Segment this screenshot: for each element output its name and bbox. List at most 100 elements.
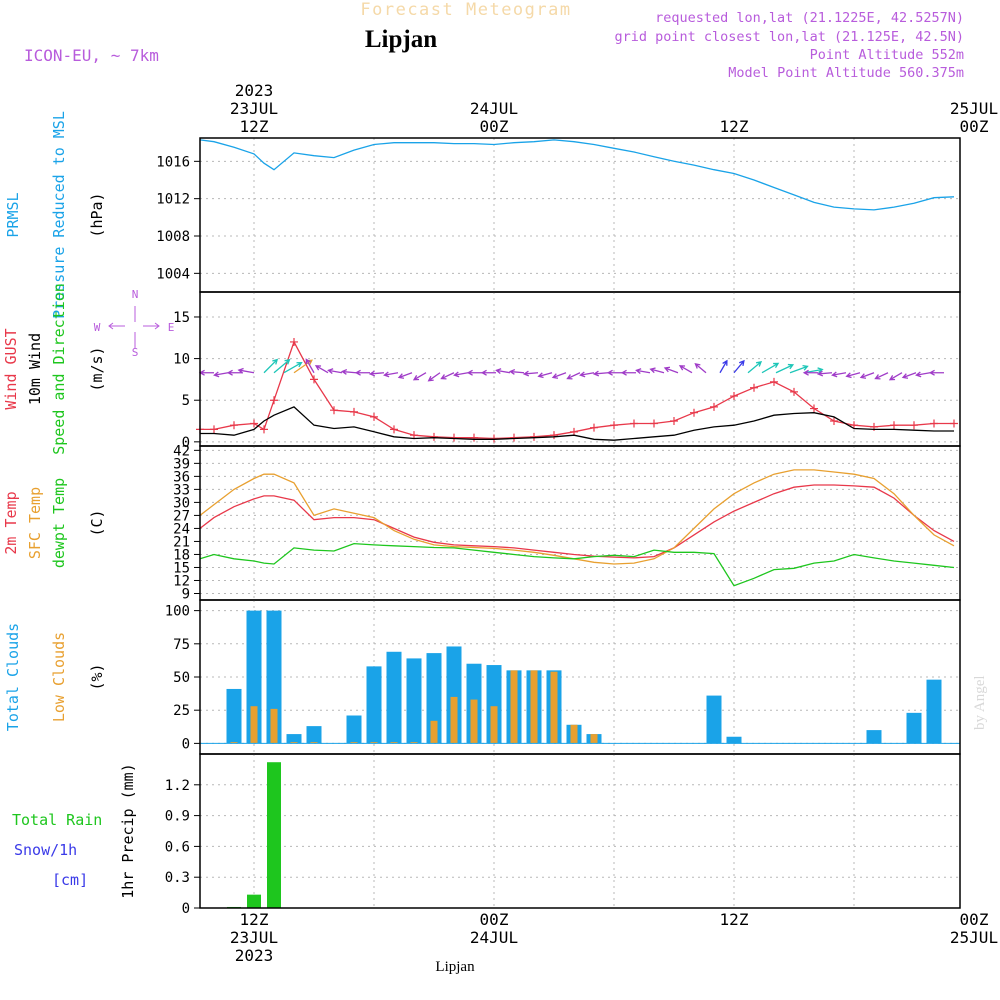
time-label-bottom: 2023: [235, 946, 274, 965]
time-label-bottom: 00Z: [960, 910, 989, 929]
axis-label: 10m Wind: [26, 333, 44, 405]
bar-clouds: [906, 712, 922, 744]
gust-point: [890, 421, 898, 430]
wind-arrow: [694, 363, 707, 374]
y-tick-label: 24: [173, 521, 190, 537]
bar-clouds: [266, 610, 282, 744]
gust-point: [470, 433, 478, 442]
gust-point: [590, 423, 598, 432]
y-tick-label: 0.9: [165, 809, 190, 825]
panel-pressure: 1004 1008 1012 1016 PRMSL Pressure Reduced to…: [4, 111, 961, 319]
y-tick-label: 15: [173, 310, 190, 326]
gust-point: [650, 419, 658, 428]
series-line-2m-temp: [199, 484, 955, 559]
time-label-top: 2023: [235, 81, 274, 100]
wind-arrow: [354, 369, 370, 376]
gust-point: [810, 404, 818, 413]
gust-point: [350, 407, 358, 416]
wind-arrow: [263, 358, 279, 374]
station-title: Lipjan: [365, 26, 437, 53]
gust-point: [790, 387, 798, 396]
precip-legend: [cm]: [52, 871, 88, 889]
gust-point: [710, 402, 718, 411]
gust-point: [510, 433, 518, 442]
gust-point: [270, 396, 278, 405]
gust-point: [570, 427, 578, 436]
y-tick-label: 0.6: [165, 839, 190, 855]
time-label-bottom: 00Z: [480, 910, 509, 929]
gust-point: [230, 421, 238, 430]
y-tick-label: 25: [173, 703, 190, 719]
y-tick-label: 75: [173, 637, 190, 653]
bar-clouds: [306, 726, 322, 744]
bar-clouds: [706, 695, 722, 744]
wind-arrow: [466, 369, 482, 376]
bar-clouds: [510, 670, 518, 744]
y-tick-label: 42: [173, 443, 190, 459]
bar-clouds: [346, 715, 362, 744]
credit-label: by Angel: [972, 675, 988, 730]
wind-arrow: [635, 368, 651, 374]
y-tick-label: 1016: [156, 154, 190, 170]
series-line-dewpt-temp: [199, 542, 955, 587]
time-axis-bottom: 12Z23JUL202300Z24JUL12Z00Z25JUL12Z00Z26J…: [230, 910, 998, 965]
bar-clouds: [310, 742, 318, 744]
bar-clouds: [406, 658, 422, 744]
y-tick-label: 15: [173, 560, 190, 576]
wind-arrow: [928, 369, 944, 376]
grid-point-coords: grid point closest lon,lat (21.125E, 42.…: [615, 29, 965, 45]
wind-arrow: [606, 369, 622, 376]
wind-arrow: [888, 372, 903, 381]
gust-point: [490, 434, 498, 443]
time-label-top: 12Z: [720, 117, 749, 136]
bar-clouds: [226, 688, 242, 744]
bar-precip: [267, 762, 281, 908]
bar-clouds: [410, 742, 418, 744]
y-tick-label: 9: [182, 586, 190, 602]
wind-arrow: [620, 369, 636, 376]
wind-arrow: [761, 362, 780, 374]
bar-clouds: [366, 666, 382, 744]
gust-point: [430, 432, 438, 441]
wind-arrow: [397, 372, 413, 379]
y-tick-label: 30: [173, 495, 190, 511]
wind-arrow: [537, 372, 553, 379]
gust-point: [730, 392, 738, 401]
model-altitude: Model Point Altitude 560.375m: [728, 65, 964, 81]
gust-point: [830, 417, 838, 426]
time-label-top: 00Z: [960, 117, 989, 136]
bar-clouds: [726, 736, 742, 744]
y-tick-label: 18: [173, 547, 190, 563]
unit-label: (C): [88, 509, 106, 536]
y-tick-label: 100: [165, 604, 190, 620]
bar-clouds: [926, 679, 942, 744]
bar-clouds: [390, 742, 398, 744]
unit-label: 1hr Precip (mm): [119, 763, 137, 898]
gust-point: [410, 431, 418, 440]
wind-arrow: [198, 369, 214, 376]
time-label-top: 24JUL: [470, 99, 518, 118]
time-label-bottom: 24JUL: [470, 928, 518, 947]
panel-clouds: 0 25 50 75 100 Total Clouds Low Clouds (%): [4, 599, 961, 755]
gust-point: [310, 375, 318, 384]
wind-arrow: [874, 372, 889, 380]
wind-arrow: [427, 372, 441, 382]
wind-arrow: [273, 358, 291, 374]
footer-station: Lipjan: [435, 959, 475, 975]
bar-clouds: [270, 708, 278, 744]
wind-arrow: [733, 359, 745, 374]
wind-arrow: [283, 361, 303, 374]
unit-label: (%): [88, 663, 106, 690]
y-tick-label: 0: [182, 736, 190, 752]
y-tick-label: 0: [182, 435, 190, 451]
y-tick-label: 0.3: [165, 870, 190, 886]
gust-point: [770, 377, 778, 386]
gust-point: [630, 419, 638, 428]
axis-label: 2m Temp: [2, 491, 20, 554]
gust-point: [670, 417, 678, 426]
gust-point: [290, 337, 298, 346]
wind-arrow: [901, 372, 917, 379]
gust-point: [930, 419, 938, 428]
y-tick-label: 10: [173, 352, 190, 368]
